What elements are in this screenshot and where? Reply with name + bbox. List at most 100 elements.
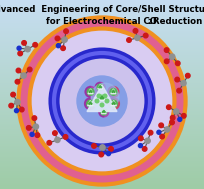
Wedge shape bbox=[96, 92, 102, 104]
Circle shape bbox=[180, 81, 185, 86]
Circle shape bbox=[98, 87, 99, 88]
Circle shape bbox=[54, 137, 60, 143]
Wedge shape bbox=[108, 87, 113, 97]
Circle shape bbox=[91, 144, 96, 148]
Circle shape bbox=[100, 98, 101, 99]
Circle shape bbox=[19, 107, 24, 112]
Circle shape bbox=[156, 130, 160, 134]
Circle shape bbox=[16, 68, 21, 73]
Circle shape bbox=[108, 98, 119, 109]
Circle shape bbox=[9, 103, 13, 108]
Circle shape bbox=[110, 88, 116, 95]
Circle shape bbox=[110, 100, 117, 107]
Circle shape bbox=[63, 135, 68, 139]
Circle shape bbox=[56, 44, 60, 48]
Circle shape bbox=[86, 100, 93, 107]
Circle shape bbox=[91, 91, 92, 92]
Text: Advanced  Engineering of Core/Shell Structure: Advanced Engineering of Core/Shell Struc… bbox=[0, 5, 204, 14]
Circle shape bbox=[35, 133, 39, 137]
Circle shape bbox=[100, 103, 103, 107]
Circle shape bbox=[11, 92, 15, 97]
Circle shape bbox=[176, 88, 181, 93]
Circle shape bbox=[63, 29, 68, 33]
Circle shape bbox=[99, 86, 100, 87]
Polygon shape bbox=[88, 89, 93, 94]
Circle shape bbox=[55, 36, 60, 41]
Text: Reduction: Reduction bbox=[149, 17, 201, 26]
Text: for Electrochemical CO: for Electrochemical CO bbox=[46, 17, 157, 26]
Circle shape bbox=[133, 29, 137, 33]
Circle shape bbox=[97, 84, 103, 90]
Polygon shape bbox=[97, 85, 102, 89]
Circle shape bbox=[33, 124, 38, 129]
Circle shape bbox=[62, 37, 67, 42]
Circle shape bbox=[185, 73, 189, 78]
Circle shape bbox=[113, 102, 114, 103]
Circle shape bbox=[21, 73, 26, 78]
Circle shape bbox=[91, 83, 118, 111]
Circle shape bbox=[177, 117, 181, 121]
Circle shape bbox=[143, 33, 147, 38]
Circle shape bbox=[175, 61, 179, 66]
Circle shape bbox=[100, 95, 103, 99]
Circle shape bbox=[98, 95, 105, 102]
Circle shape bbox=[95, 82, 105, 92]
Circle shape bbox=[103, 110, 104, 111]
Circle shape bbox=[90, 103, 91, 104]
Circle shape bbox=[108, 87, 118, 97]
Circle shape bbox=[138, 136, 142, 141]
Circle shape bbox=[85, 87, 95, 97]
Circle shape bbox=[169, 54, 174, 59]
Circle shape bbox=[96, 92, 107, 104]
Circle shape bbox=[87, 88, 93, 95]
Circle shape bbox=[26, 126, 31, 130]
Circle shape bbox=[22, 41, 26, 45]
Text: 2: 2 bbox=[146, 19, 151, 25]
Circle shape bbox=[166, 105, 170, 109]
Circle shape bbox=[164, 59, 168, 64]
Circle shape bbox=[112, 103, 113, 104]
Circle shape bbox=[17, 46, 21, 50]
Circle shape bbox=[101, 96, 102, 98]
Circle shape bbox=[47, 141, 51, 145]
Wedge shape bbox=[108, 98, 113, 109]
Circle shape bbox=[54, 53, 149, 149]
Circle shape bbox=[24, 23, 179, 179]
Wedge shape bbox=[98, 107, 103, 117]
Circle shape bbox=[147, 130, 152, 135]
Circle shape bbox=[102, 98, 103, 99]
Circle shape bbox=[164, 127, 169, 132]
Polygon shape bbox=[110, 89, 115, 94]
Polygon shape bbox=[101, 109, 106, 114]
Circle shape bbox=[170, 115, 174, 120]
Circle shape bbox=[126, 38, 131, 42]
Circle shape bbox=[14, 109, 18, 113]
Circle shape bbox=[89, 91, 90, 92]
Polygon shape bbox=[99, 95, 104, 100]
Circle shape bbox=[100, 87, 101, 88]
Circle shape bbox=[112, 90, 113, 91]
Circle shape bbox=[106, 152, 110, 156]
Circle shape bbox=[142, 147, 146, 151]
Circle shape bbox=[144, 138, 150, 143]
Circle shape bbox=[15, 99, 20, 105]
Circle shape bbox=[99, 145, 105, 150]
Circle shape bbox=[100, 109, 106, 115]
Circle shape bbox=[88, 103, 89, 104]
Wedge shape bbox=[85, 87, 90, 97]
Circle shape bbox=[164, 48, 168, 52]
Circle shape bbox=[169, 120, 173, 125]
Circle shape bbox=[52, 131, 57, 135]
Circle shape bbox=[108, 147, 113, 151]
Circle shape bbox=[111, 91, 112, 92]
Circle shape bbox=[173, 109, 178, 114]
Circle shape bbox=[114, 103, 115, 104]
Polygon shape bbox=[110, 101, 116, 106]
Polygon shape bbox=[87, 101, 93, 106]
Circle shape bbox=[61, 46, 65, 50]
Circle shape bbox=[30, 132, 34, 136]
Circle shape bbox=[98, 107, 108, 117]
Circle shape bbox=[99, 152, 103, 157]
Circle shape bbox=[90, 90, 91, 91]
Circle shape bbox=[95, 99, 98, 103]
